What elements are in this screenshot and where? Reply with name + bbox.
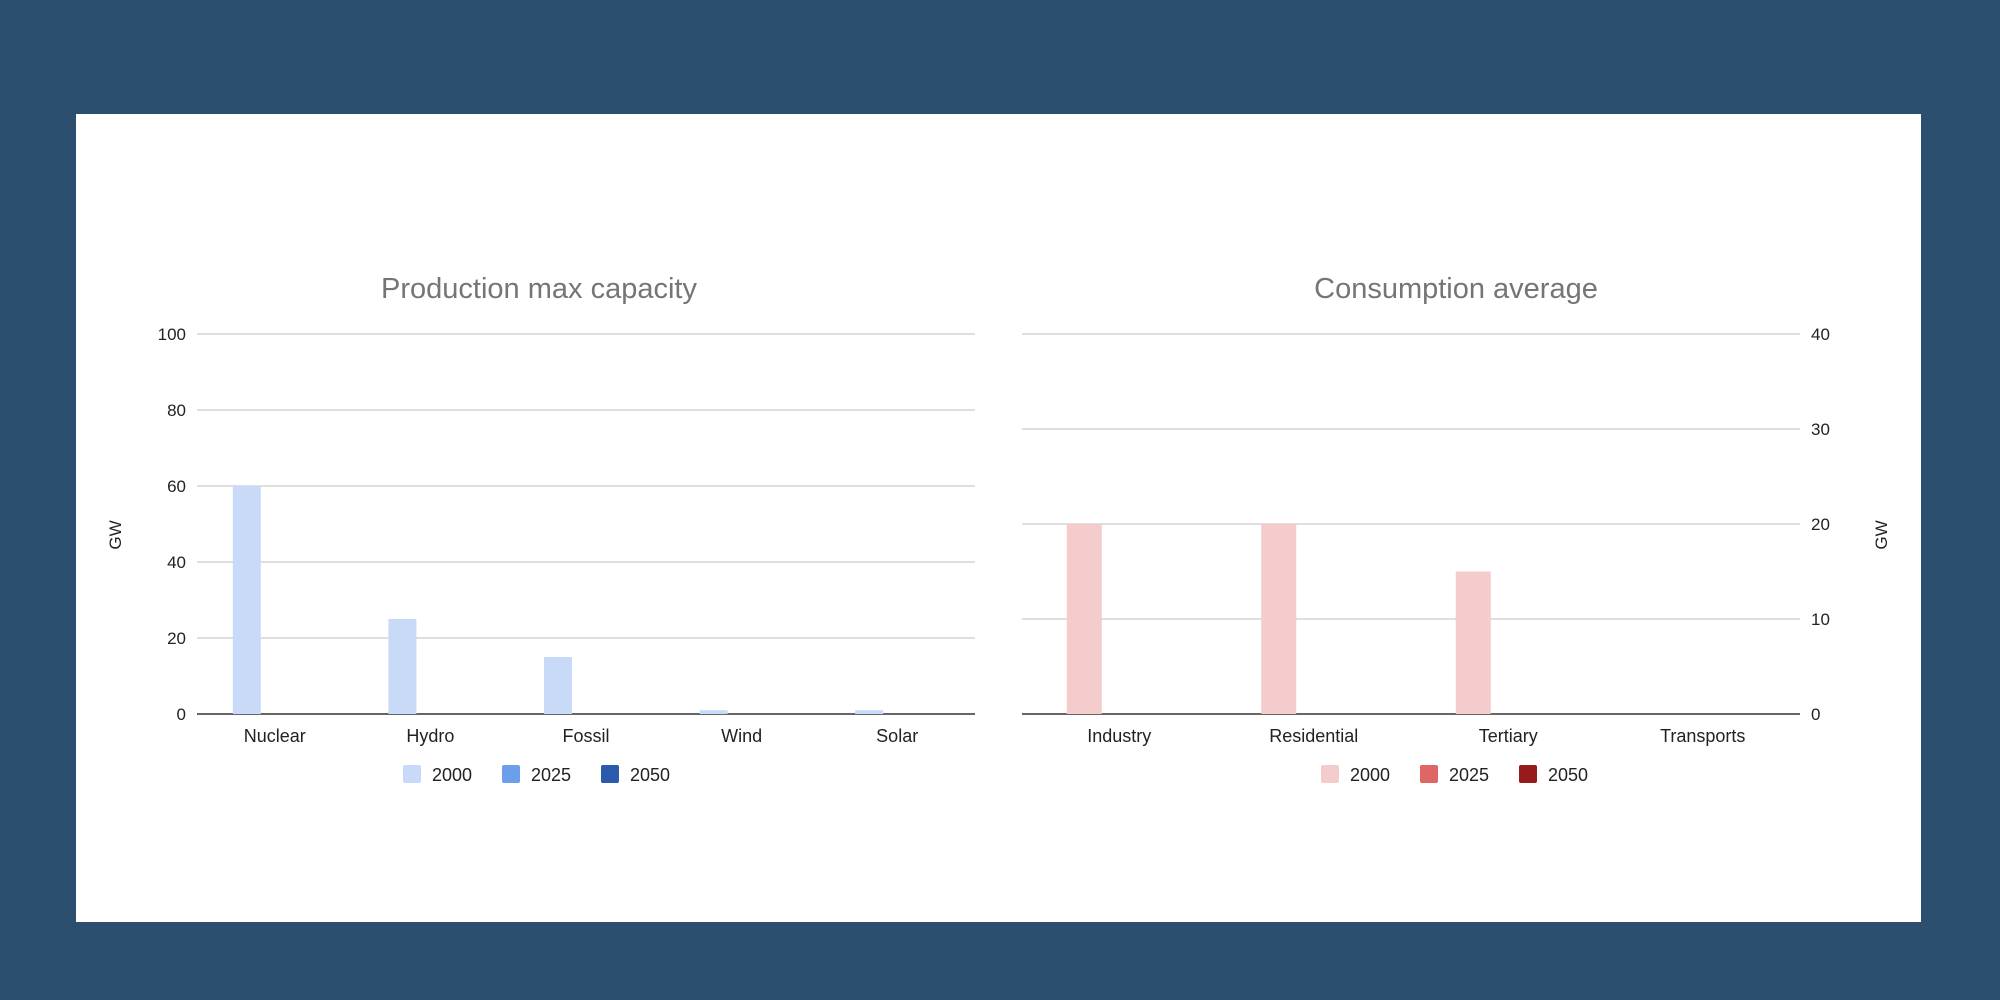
production-categories: Nuclear Hydro Fossil Wind Solar	[244, 726, 918, 746]
consumption-legend-swatch-2050	[1519, 765, 1537, 783]
production-category-label: Fossil	[562, 726, 609, 746]
consumption-bar-residential-2000	[1261, 524, 1297, 714]
consumption-y-tick-label: 40	[1811, 325, 1830, 344]
production-grid	[197, 333, 975, 715]
production-bar-solar-2000	[855, 710, 884, 714]
consumption-legend-label-2000: 2000	[1350, 765, 1390, 785]
consumption-bar-tertiary-2000	[1455, 571, 1491, 714]
consumption-category-label: Transports	[1660, 726, 1745, 746]
consumption-chart: Consumption average GW 0 10 20 30 40 Industr…	[1022, 273, 1891, 785]
production-ticks: 0 20 40 60 80 100	[158, 325, 186, 724]
consumption-category-label: Tertiary	[1479, 726, 1538, 746]
production-y-tick-label: 20	[167, 629, 186, 648]
production-legend-swatch-2000	[403, 765, 421, 783]
consumption-legend-swatch-2025	[1420, 765, 1438, 783]
production-category-label: Solar	[876, 726, 918, 746]
consumption-grid	[1022, 333, 1800, 715]
production-y-tick-label: 40	[167, 553, 186, 572]
consumption-legend-label-2050: 2050	[1548, 765, 1588, 785]
production-legend-label-2050: 2050	[630, 765, 670, 785]
consumption-bar-industry-2000	[1066, 524, 1102, 714]
production-y-tick-label: 0	[177, 705, 186, 724]
consumption-legend-label-2025: 2025	[1449, 765, 1489, 785]
production-chart-title: Production max capacity	[381, 273, 697, 305]
consumption-y-tick-label: 20	[1811, 515, 1830, 534]
consumption-categories: Industry Residential Tertiary Transports	[1087, 726, 1745, 746]
consumption-y-tick-label: 10	[1811, 610, 1830, 629]
production-category-label: Hydro	[406, 726, 454, 746]
consumption-legend-swatch-2000	[1321, 765, 1339, 783]
production-legend-label-2025: 2025	[531, 765, 571, 785]
consumption-bars	[1066, 524, 1491, 714]
consumption-category-label: Residential	[1269, 726, 1358, 746]
consumption-legend: 2000 2025 2050	[1321, 765, 1588, 785]
production-bars	[232, 486, 884, 714]
production-bar-nuclear-2000	[232, 486, 261, 714]
consumption-y-axis-title: GW	[1872, 520, 1891, 549]
production-y-tick-label: 60	[167, 477, 186, 496]
production-bar-hydro-2000	[388, 619, 417, 714]
chart-card: Production max capacity GW 0 20 40 60 80 100 …	[76, 114, 1921, 922]
production-category-label: Nuclear	[244, 726, 306, 746]
production-y-axis-title: GW	[106, 520, 125, 549]
consumption-y-tick-label: 30	[1811, 420, 1830, 439]
production-legend: 2000 2025 2050	[403, 765, 670, 785]
production-y-tick-label: 100	[158, 325, 186, 344]
consumption-chart-title: Consumption average	[1314, 273, 1598, 305]
consumption-y-tick-label: 0	[1811, 705, 1820, 724]
production-legend-swatch-2050	[601, 765, 619, 783]
production-chart: Production max capacity GW 020406080100 …	[106, 273, 975, 785]
consumption-ticks: 0 10 20 30 40	[1811, 325, 1830, 724]
production-category-label: Wind	[721, 726, 762, 746]
production-legend-label-2000: 2000	[432, 765, 472, 785]
production-legend-swatch-2025	[502, 765, 520, 783]
production-y-tick-label: 80	[167, 401, 186, 420]
production-bar-fossil-2000	[544, 657, 572, 714]
production-bar-wind-2000	[699, 710, 728, 714]
consumption-category-label: Industry	[1087, 726, 1151, 746]
